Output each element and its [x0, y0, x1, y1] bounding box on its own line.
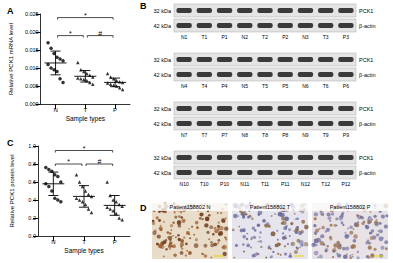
svg-text:N: N — [53, 107, 57, 113]
svg-text:N5: N5 — [242, 83, 249, 89]
svg-text:N9: N9 — [302, 132, 309, 138]
svg-text:42 kDa: 42 kDa — [154, 121, 172, 127]
svg-text:0.015: 0.015 — [25, 47, 39, 53]
svg-text:Sample types: Sample types — [66, 115, 106, 123]
svg-text:PCK1: PCK1 — [359, 57, 373, 63]
svg-text:P6: P6 — [343, 83, 349, 89]
svg-text:P2: P2 — [282, 34, 288, 40]
svg-text:*: * — [67, 158, 70, 165]
svg-text:T9: T9 — [323, 132, 329, 138]
svg-text:P3: P3 — [343, 34, 349, 40]
svg-text:P: P — [113, 107, 117, 113]
svg-text:32 kDa: 32 kDa — [154, 8, 172, 14]
svg-text:N4: N4 — [181, 83, 188, 89]
svg-text:T10: T10 — [200, 181, 209, 187]
svg-text:#: # — [98, 30, 102, 37]
svg-text:T11: T11 — [261, 181, 269, 187]
svg-text:N8: N8 — [242, 132, 249, 138]
svg-text:0.025: 0.025 — [25, 11, 39, 17]
svg-text:42 kDa: 42 kDa — [154, 170, 172, 176]
svg-text:P9: P9 — [343, 132, 349, 138]
svg-text:P4: P4 — [221, 83, 227, 89]
svg-text:0.4: 0.4 — [28, 197, 36, 203]
svg-text:A: A — [7, 6, 14, 16]
svg-text:β-actin: β-actin — [359, 72, 376, 78]
svg-text:0.020: 0.020 — [25, 29, 39, 35]
svg-text:N12: N12 — [301, 181, 310, 187]
svg-text:N1: N1 — [181, 34, 188, 40]
svg-text:T5: T5 — [262, 83, 268, 89]
svg-text:T4: T4 — [201, 83, 207, 89]
svg-text:Sample types: Sample types — [64, 247, 104, 255]
svg-text:β-actin: β-actin — [359, 170, 376, 176]
svg-text:P7: P7 — [221, 132, 227, 138]
svg-text:0.010: 0.010 — [25, 65, 39, 71]
svg-text:P: P — [113, 239, 117, 245]
svg-text:1.0: 1.0 — [28, 143, 36, 149]
svg-text:0.8: 0.8 — [28, 161, 36, 167]
svg-text:Patient158802 N: Patient158802 N — [170, 204, 211, 210]
svg-text:N6: N6 — [302, 83, 309, 89]
svg-text:0.6: 0.6 — [28, 179, 36, 185]
svg-text:Patient158802 T: Patient158802 T — [250, 204, 291, 210]
svg-text:PCK1: PCK1 — [359, 106, 373, 112]
svg-text:T12: T12 — [321, 181, 330, 187]
svg-text:32 kDa: 32 kDa — [154, 106, 172, 112]
svg-text:T2: T2 — [262, 34, 268, 40]
svg-text:N2: N2 — [242, 34, 249, 40]
svg-text:Relative PCK1 protein level: Relative PCK1 protein level — [9, 154, 15, 227]
svg-text:*: * — [69, 30, 72, 37]
svg-text:0.2: 0.2 — [28, 215, 36, 221]
svg-text:PCK1: PCK1 — [359, 155, 373, 161]
svg-text:32 kDa: 32 kDa — [154, 57, 172, 63]
svg-text:β-actin: β-actin — [359, 23, 376, 29]
svg-text:T6: T6 — [323, 83, 329, 89]
svg-text:32 kDa: 32 kDa — [154, 155, 172, 161]
svg-text:P5: P5 — [282, 83, 288, 89]
svg-text:42 kDa: 42 kDa — [154, 72, 172, 78]
svg-text:D: D — [140, 203, 147, 213]
svg-text:P1: P1 — [221, 34, 227, 40]
svg-text:N: N — [51, 239, 55, 245]
svg-text:Patient158802 P: Patient158802 P — [330, 204, 371, 210]
svg-text:P12: P12 — [341, 181, 350, 187]
svg-text:P8: P8 — [282, 132, 288, 138]
svg-text:P10: P10 — [220, 181, 229, 187]
svg-text:0.0: 0.0 — [28, 233, 36, 239]
svg-text:0.000: 0.000 — [25, 101, 39, 107]
svg-text:N11: N11 — [240, 181, 249, 187]
svg-text:B: B — [140, 1, 147, 11]
svg-text:T8: T8 — [262, 132, 268, 138]
svg-text:42 kDa: 42 kDa — [154, 23, 172, 29]
svg-text:N3: N3 — [302, 34, 309, 40]
svg-text:PCK1: PCK1 — [359, 8, 373, 14]
svg-text:T: T — [83, 107, 87, 113]
svg-text:T1: T1 — [201, 34, 207, 40]
svg-text:C: C — [7, 138, 14, 148]
svg-text:0.005: 0.005 — [25, 83, 39, 89]
svg-text:T3: T3 — [323, 34, 329, 40]
svg-text:*: * — [84, 12, 87, 19]
svg-text:#: # — [97, 158, 101, 165]
svg-text:N10: N10 — [180, 181, 189, 187]
svg-text:T: T — [82, 239, 86, 245]
svg-text:N7: N7 — [181, 132, 188, 138]
svg-text:T7: T7 — [201, 132, 207, 138]
svg-text:Relative PCK1 mRNA level: Relative PCK1 mRNA level — [8, 23, 14, 95]
svg-text:P11: P11 — [281, 181, 290, 187]
svg-text:β-actin: β-actin — [359, 121, 376, 127]
svg-text:*: * — [83, 145, 86, 152]
